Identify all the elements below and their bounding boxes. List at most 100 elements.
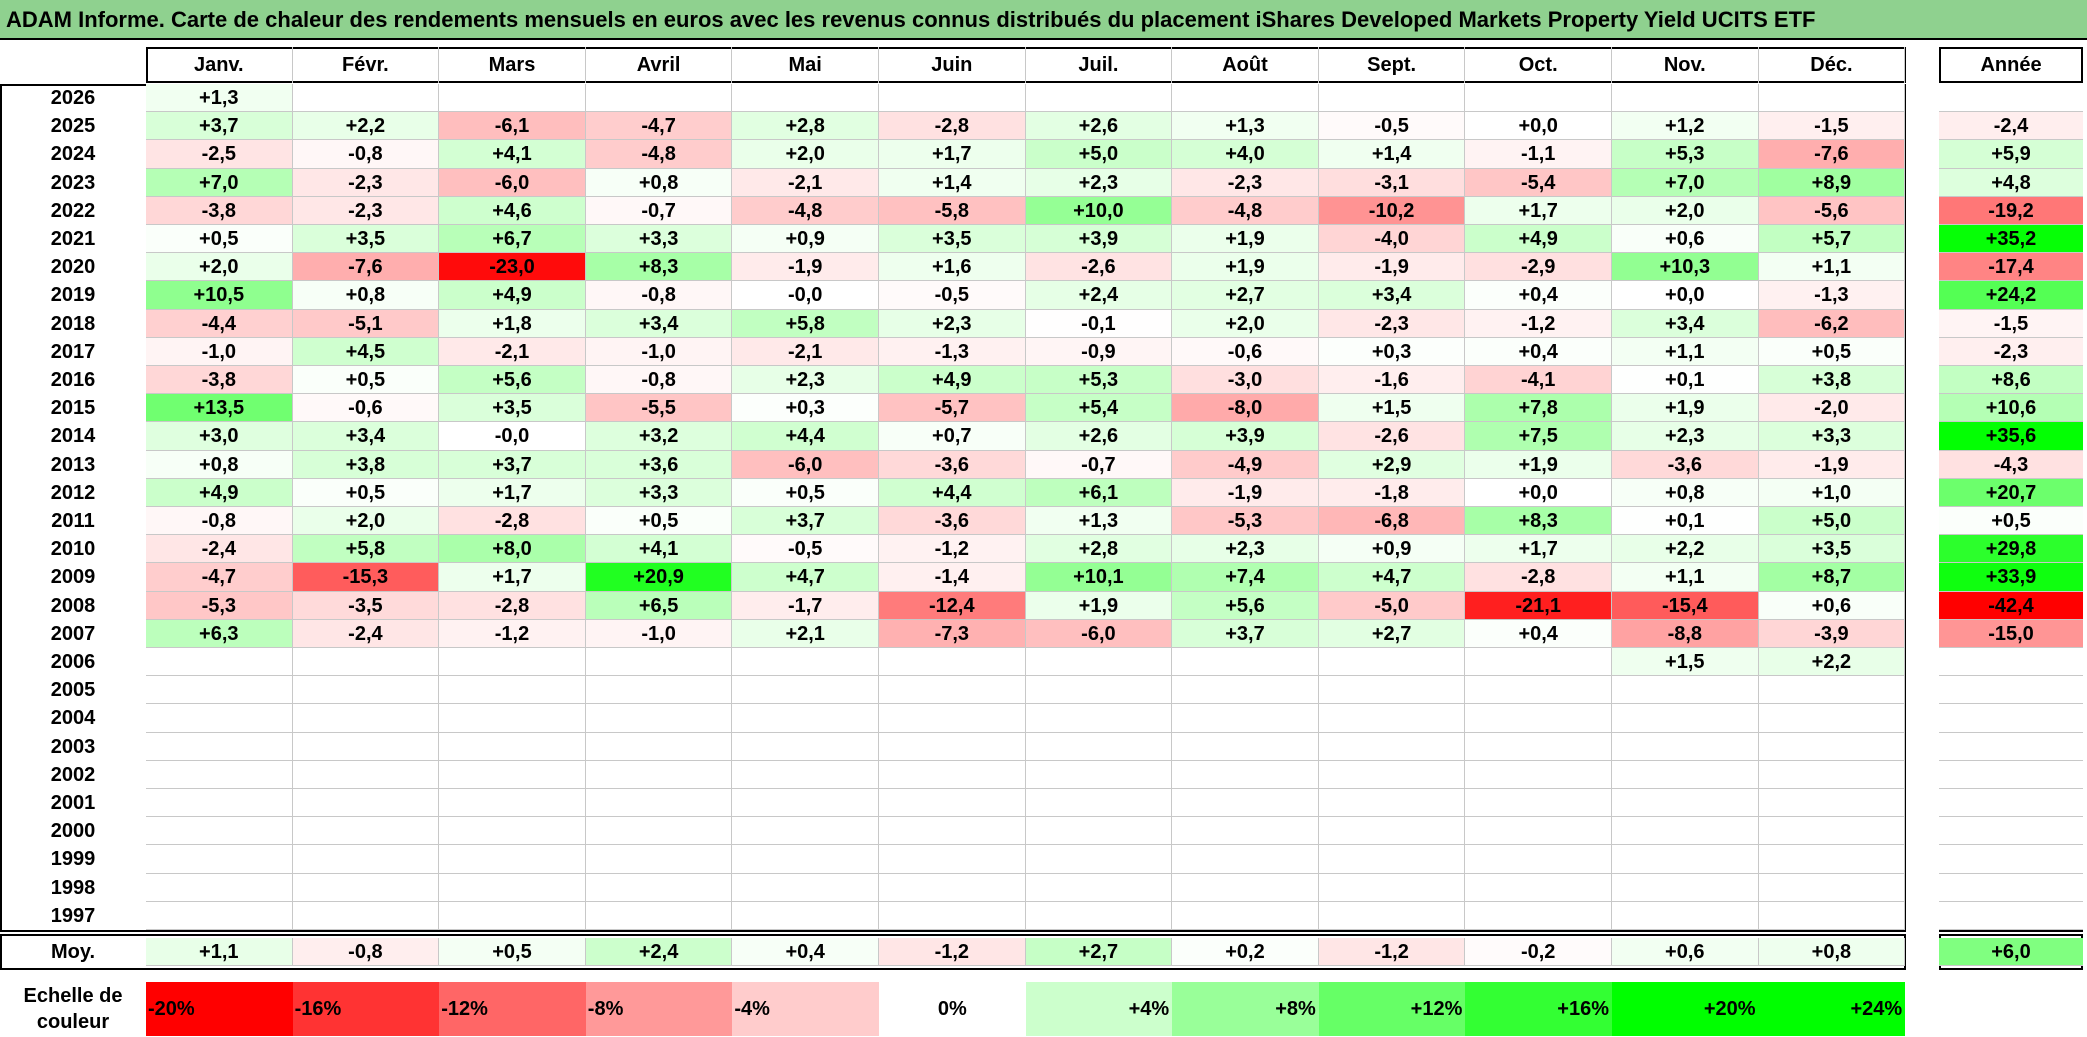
heat-cell [1025,732,1173,761]
heat-cell [1025,873,1173,902]
annual-cell: +8,6 [1939,366,2083,395]
heat-cell [732,676,879,705]
heat-cell: -3,6 [1612,450,1759,479]
heat-cell: +5,4 [1025,394,1173,423]
heat-cell: -0,5 [1318,112,1466,141]
heat-cell [1172,704,1319,733]
heat-cell: +0,7 [879,422,1026,451]
heat-cell [1465,901,1612,930]
scale-swatch: +24% [1758,982,1906,1036]
heat-cell: -1,0 [585,619,733,648]
heat-cell: +2,1 [732,619,879,648]
heat-cell: -6,0 [1025,619,1173,648]
heat-cell [585,845,733,874]
heat-cell: -3,5 [292,591,440,620]
heat-cell: +6,7 [439,225,586,254]
heat-cell: -1,2 [1465,309,1612,338]
heat-cell [1758,760,1906,789]
heat-cell: -0,9 [1025,337,1173,366]
heat-cell [585,817,733,846]
row-year-label: 2008 [50,594,96,617]
annual-cell: -2,4 [1939,112,2083,141]
annual-cell: -17,4 [1939,253,2083,282]
heat-cell: -6,2 [1758,309,1906,338]
heat-cell: -4,7 [585,112,733,141]
heat-cell: +0,6 [1612,225,1759,254]
heat-cell: -1,0 [146,337,293,366]
heat-cell: +2,0 [732,140,879,169]
heat-cell: +0,4 [1465,337,1612,366]
heat-cell [1465,732,1612,761]
heat-cell: +4,7 [732,563,879,592]
row-year-label: 2004 [50,707,96,730]
heat-cell [1318,873,1466,902]
heat-cell: +3,4 [292,422,440,451]
heat-cell: -2,0 [1758,394,1906,423]
row-year-label: 2022 [50,199,96,222]
heat-cell [1172,760,1319,789]
heat-cell: +4,6 [439,196,586,225]
heat-cell [585,732,733,761]
heat-cell [1612,676,1759,705]
annual-cell: +20,7 [1939,478,2083,507]
heat-cell: +2,7 [1318,619,1466,648]
heat-cell [439,901,586,930]
heat-cell [732,704,879,733]
heat-cell: -1,2 [439,619,586,648]
heat-cell [1612,760,1759,789]
heat-cell [439,676,586,705]
heat-cell: -2,4 [292,619,440,648]
heat-cell [879,845,1026,874]
heat-cell [1612,789,1759,818]
heat-cell [1758,817,1906,846]
heat-cell [585,676,733,705]
heat-cell: -2,1 [732,168,879,197]
scale-swatch: +4% [1025,982,1173,1036]
heat-cell [879,676,1026,705]
heat-cell: +1,2 [1612,112,1759,141]
scale-swatch: -16% [292,982,440,1036]
heat-cell: -0,6 [292,394,440,423]
heat-cell: +0,8 [1612,478,1759,507]
heat-cell: -3,0 [1172,366,1319,395]
heat-cell: +6,1 [1025,478,1173,507]
heat-cell: -4,7 [146,563,293,592]
heat-cell: +10,1 [1025,563,1173,592]
month-header: Déc. [1759,47,1906,83]
heat-cell [585,789,733,818]
heat-cell [1025,84,1173,113]
heat-cell: +1,8 [439,309,586,338]
heat-cell: -5,5 [585,394,733,423]
heat-cell [1612,845,1759,874]
scale-swatch: +12% [1318,982,1466,1036]
heat-cell: +1,4 [879,168,1026,197]
heat-cell: +2,2 [1612,535,1759,564]
heat-cell: +0,8 [585,168,733,197]
heat-cell [1318,676,1466,705]
heat-cell [1318,845,1466,874]
annual-cell [1939,873,2083,902]
heat-cell: +4,7 [1318,563,1466,592]
heat-cell [879,732,1026,761]
heat-cell: +1,9 [1465,450,1612,479]
heat-cell [1025,676,1173,705]
heat-cell [1758,704,1906,733]
heat-cell: +2,0 [146,253,293,282]
heat-cell: +7,8 [1465,394,1612,423]
heat-cell [879,901,1026,930]
heat-cell [439,704,586,733]
heat-cell [146,817,293,846]
heat-cell: -5,1 [292,309,440,338]
heat-cell [1172,732,1319,761]
heat-cell: -2,5 [146,140,293,169]
heat-cell: +4,9 [439,281,586,310]
heat-cell [585,760,733,789]
heat-cell [1758,901,1906,930]
heat-cell: -1,9 [1172,478,1319,507]
heat-cell: +1,0 [1758,478,1906,507]
row-year-label: 2003 [50,735,96,758]
row-year-label: 2019 [50,284,96,307]
heat-cell [585,901,733,930]
heat-cell: +1,9 [1025,591,1173,620]
month-header: Mai [732,47,879,83]
